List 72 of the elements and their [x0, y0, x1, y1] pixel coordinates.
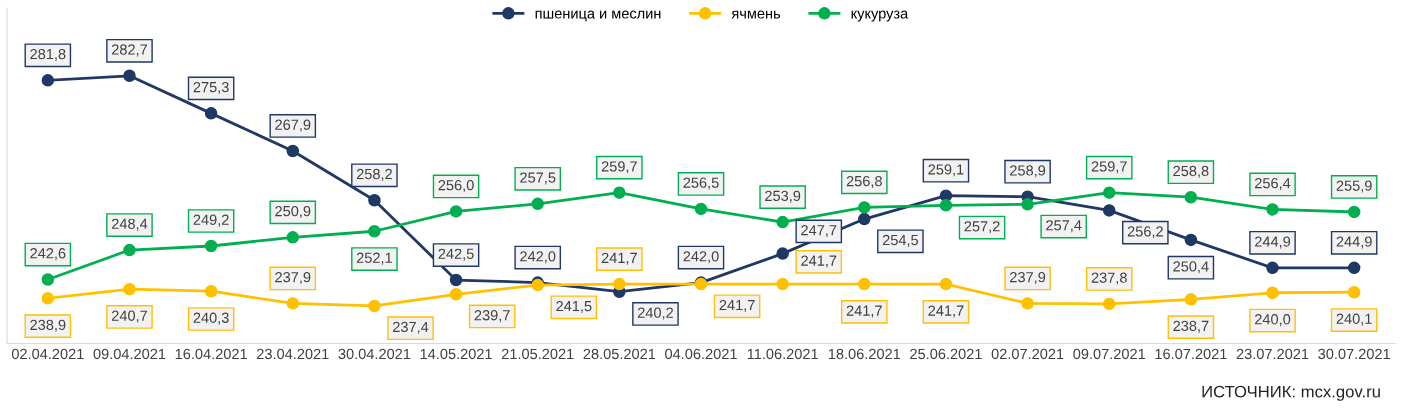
x-tick-label: 02.04.2021	[11, 348, 84, 360]
data-label: 242,0	[520, 251, 556, 264]
data-label: 237,9	[1010, 272, 1046, 285]
data-label: 248,4	[111, 218, 148, 231]
data-label: 237,4	[393, 321, 429, 334]
x-tick-label: 30.07.2021	[1318, 348, 1390, 360]
data-label: 241,5	[556, 300, 592, 313]
data-label: 240,3	[193, 312, 229, 325]
data-label: 241,7	[601, 252, 637, 265]
x-tick-label: 16.07.2021	[1155, 348, 1227, 360]
data-label: 254,5	[882, 234, 919, 247]
x-tick-label: 25.06.2021	[910, 348, 982, 360]
x-tick-label: 28.05.2021	[583, 348, 656, 360]
data-label: 237,9	[275, 272, 311, 285]
data-label: 257,5	[520, 172, 556, 185]
x-tick-label: 21.05.2021	[501, 348, 574, 360]
x-tick-label: 16.04.2021	[175, 348, 247, 360]
data-label: 282,7	[111, 44, 147, 57]
data-label: 258,8	[1173, 165, 1209, 178]
data-label: 281,8	[30, 48, 66, 61]
data-label: 244,9	[1255, 236, 1291, 249]
legend-label: кукуруза	[851, 10, 909, 22]
x-tick-label: 14.05.2021	[420, 348, 492, 360]
data-label: 252,1	[356, 252, 392, 265]
data-label: 275,3	[193, 81, 229, 94]
data-label: 244,9	[1336, 236, 1372, 249]
x-tick-label: 02.07.2021	[991, 348, 1064, 360]
data-label: 250,9	[275, 205, 311, 218]
data-label: 253,9	[765, 190, 801, 203]
data-label: 256,0	[438, 180, 474, 193]
data-label: 259,7	[601, 161, 637, 174]
data-label: 241,7	[801, 255, 837, 268]
data-label: 256,8	[846, 175, 882, 189]
x-tick-label: 09.07.2021	[1073, 348, 1146, 360]
data-label: 259,1	[928, 164, 964, 177]
data-label: 238,9	[30, 319, 66, 332]
x-tick-label: 18.06.2021	[828, 348, 901, 360]
data-label: 256,2	[1127, 226, 1163, 239]
data-label: 257,4	[1046, 220, 1082, 233]
data-label: 258,2	[356, 168, 392, 181]
data-label: 240,7	[111, 310, 147, 323]
data-label: 240,2	[637, 307, 673, 320]
x-tick-label: 23.04.2021	[257, 348, 329, 360]
data-label: 242,0	[683, 251, 719, 264]
data-label: 256,5	[683, 177, 719, 190]
data-label: 241,7	[846, 305, 882, 318]
x-tick-label: 23.07.2021	[1236, 348, 1309, 360]
data-label: 240,0	[1255, 314, 1291, 327]
data-label: 247,7	[801, 224, 837, 238]
data-label: 241,7	[928, 305, 964, 318]
data-label: 237,8	[1091, 272, 1127, 285]
data-label: 238,7	[1173, 320, 1209, 333]
data-label: 267,9	[275, 119, 311, 132]
data-label: 259,7	[1091, 161, 1127, 174]
legend-label: пшеница и меслин	[535, 10, 661, 22]
x-tick-label: 04.06.2021	[665, 348, 737, 360]
x-tick-label: 09.04.2021	[93, 348, 166, 360]
text: ИСТОЧНИК: mcx.gov.ru	[1202, 385, 1380, 401]
data-label: 239,7	[474, 310, 510, 323]
data-label: 240,1	[1336, 313, 1372, 326]
data-label: 255,9	[1336, 180, 1372, 193]
data-label: 256,4	[1255, 178, 1291, 191]
data-label: 258,9	[1010, 165, 1046, 178]
data-label: 257,2	[964, 221, 1000, 234]
legend-label: ячмень	[731, 10, 781, 19]
data-label: 242,5	[438, 248, 474, 261]
x-tick-label: 30.04.2021	[338, 348, 411, 360]
data-label: 249,2	[193, 214, 229, 227]
data-label: 242,6	[30, 248, 66, 261]
x-tick-label: 11.06.2021	[747, 348, 818, 360]
data-label: 250,4	[1173, 261, 1209, 274]
data-label: 241,7	[719, 299, 755, 312]
